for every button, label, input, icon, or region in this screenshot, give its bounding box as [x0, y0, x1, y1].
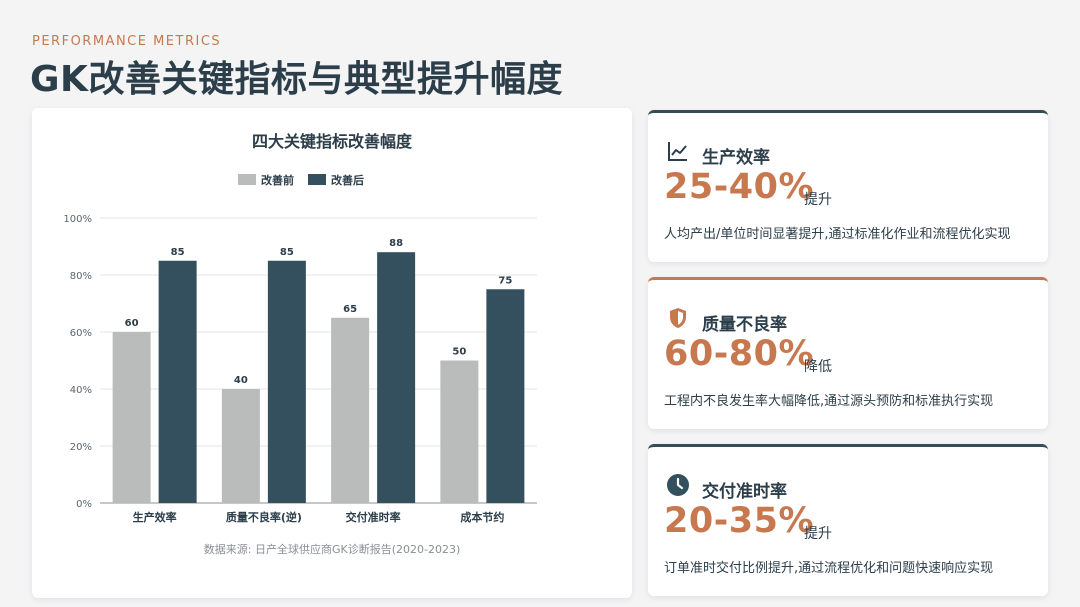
eyebrow-label: PERFORMANCE METRICS	[32, 34, 222, 49]
bar	[440, 360, 479, 503]
bar	[331, 317, 370, 503]
metric-title: 交付准时率	[702, 482, 787, 502]
metric-unit: 提升	[804, 192, 832, 208]
metric-card-efficiency: 生产效率 25-40% 提升 人均产出/单位时间显著提升,通过标准化作业和流程优…	[648, 110, 1048, 262]
y-tick-label: 0%	[76, 499, 92, 510]
metric-value: 25-40%	[664, 167, 815, 207]
x-tick-label: 成本节约	[460, 510, 504, 524]
metric-description: 订单准时交付比例提升,通过流程优化和问题快速响应实现	[664, 561, 994, 576]
chart-source: 数据来源: 日产全球供应商GK诊断报告(2020-2023)	[204, 542, 460, 556]
line-chart-icon	[668, 142, 687, 161]
shield-icon	[670, 308, 686, 328]
page-title: GK改善关键指标与典型提升幅度	[30, 59, 563, 100]
bar	[267, 260, 306, 503]
y-tick-label: 80%	[70, 271, 92, 282]
chart-card: 四大关键指标改善幅度改善前 改善后 0% 20% 40% 60% 80% 100% 60 85 生产…	[32, 108, 632, 598]
metric-title: 生产效率	[702, 148, 770, 168]
metric-unit: 降低	[804, 359, 832, 375]
metric-description: 工程内不良发生率大幅降低,通过源头预防和标准执行实现	[664, 394, 994, 409]
y-tick-label: 60%	[70, 328, 92, 339]
y-tick-label: 20%	[70, 442, 92, 453]
x-tick-label: 交付准时率	[346, 510, 401, 524]
y-tick-label: 100%	[63, 214, 92, 225]
metric-unit: 提升	[804, 526, 832, 542]
legend-swatch	[308, 174, 326, 185]
x-tick-label: 质量不良率(逆)	[226, 510, 302, 524]
bar-value-label: 50	[452, 347, 466, 358]
legend-label: 改善后	[331, 173, 364, 187]
bar	[158, 260, 197, 503]
clock-icon	[667, 474, 689, 496]
bar-value-label: 40	[234, 375, 248, 386]
x-tick-label: 生产效率	[133, 510, 177, 524]
bar	[112, 332, 151, 503]
bar-value-label: 60	[125, 318, 139, 329]
metric-title: 质量不良率	[702, 315, 787, 335]
bar-value-label: 75	[498, 275, 512, 286]
bar	[221, 389, 260, 503]
chart-title: 四大关键指标改善幅度	[252, 132, 413, 151]
legend-swatch	[238, 174, 256, 185]
bar-value-label: 85	[171, 247, 185, 258]
bar-value-label: 65	[343, 304, 357, 315]
bar	[377, 252, 416, 503]
metric-value: 20-35%	[664, 501, 815, 541]
bar-value-label: 85	[280, 247, 294, 258]
metric-card-delivery: 交付准时率 20-35% 提升 订单准时交付比例提升,通过流程优化和问题快速响应…	[648, 444, 1048, 596]
legend-label: 改善前	[261, 173, 294, 187]
metric-description: 人均产出/单位时间显著提升,通过标准化作业和流程优化实现	[664, 227, 1011, 242]
metric-card-quality: 质量不良率 60-80% 降低 工程内不良发生率大幅降低,通过源头预防和标准执行…	[648, 277, 1048, 429]
bar-value-label: 88	[389, 238, 403, 249]
y-tick-label: 40%	[70, 385, 92, 396]
bar	[486, 289, 525, 503]
metric-value: 60-80%	[664, 334, 815, 374]
